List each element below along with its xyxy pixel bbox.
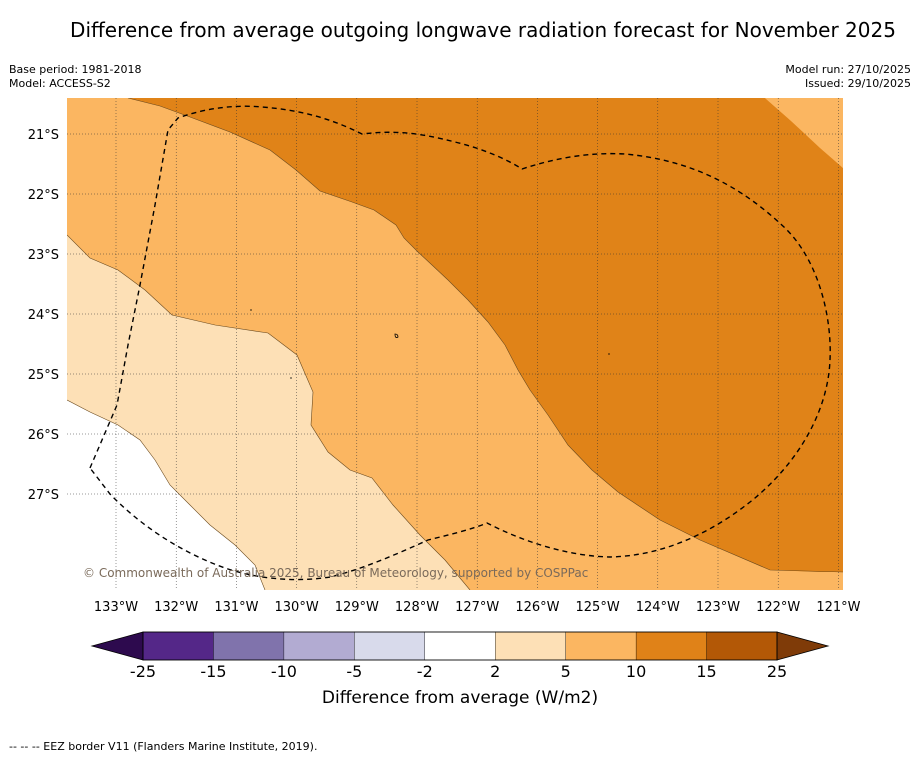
latitude-label: 21°S	[28, 128, 59, 143]
colorbar-tick-label: 25	[767, 662, 787, 681]
latitude-label: 22°S	[28, 188, 59, 203]
colorbar-low-extend	[90, 631, 144, 661]
colorbar-label: Difference from average (W/m2)	[322, 688, 598, 708]
longitude-label: 131°W	[214, 600, 258, 615]
colorbar-ticks: -25 -15 -10 -5 -2 2 5 10 15 25	[130, 662, 787, 681]
longitude-label: 130°W	[275, 600, 319, 615]
longitude-label: 132°W	[154, 600, 198, 615]
colorbar-box	[213, 631, 285, 661]
map-panel	[67, 98, 843, 590]
contour-lines	[67, 98, 843, 590]
chart-title: Difference from average outgoing longwav…	[70, 18, 896, 42]
colorbar-tick-label: -5	[346, 662, 362, 681]
latitude-label: 25°S	[28, 368, 59, 383]
base-period: Base period: 1981-2018	[9, 63, 142, 76]
longitude-labels: 133°W 132°W 131°W 130°W 129°W 128°W 127°W 126°W…	[94, 600, 861, 615]
colorbar-boxes	[142, 631, 778, 661]
copyright-text: © Commonwealth of Australia 2025, Bureau…	[83, 566, 588, 580]
longitude-label: 123°W	[696, 600, 740, 615]
longitude-label: 128°W	[395, 600, 439, 615]
colorbar-tick-label: 5	[561, 662, 571, 681]
region-edge-2-to-5	[67, 352, 72, 362]
model-name: Model: ACCESS-S2	[9, 77, 111, 90]
longitude-label: 122°W	[756, 600, 800, 615]
colorbar-tick-label: -15	[200, 662, 226, 681]
colorbar-box	[635, 631, 708, 661]
meta-left: Base period: 1981-2018 Model: ACCESS-S2	[9, 63, 141, 91]
longitude-label: 129°W	[335, 600, 379, 615]
colorbar-tick-label: -10	[271, 662, 297, 681]
colorbar-frame	[142, 631, 778, 661]
model-run: Model run: 27/10/2025	[785, 63, 911, 76]
colorbar-box	[283, 631, 356, 661]
colorbar-tick-label: -2	[417, 662, 433, 681]
colorbar-tick-label: -25	[130, 662, 156, 681]
region-above-15-right	[765, 98, 843, 168]
colorbar-tick-label: 2	[490, 662, 500, 681]
latitude-label: 23°S	[28, 248, 59, 263]
longitude-label: 121°W	[816, 600, 860, 615]
colorbar-box	[706, 631, 778, 661]
longitude-label: 125°W	[576, 600, 620, 615]
longitude-label: 133°W	[94, 600, 138, 615]
latitude-label: 27°S	[28, 488, 59, 503]
region-minus2-to-2	[67, 400, 265, 590]
issued-date: Issued: 29/10/2025	[804, 77, 911, 90]
footer-note: -- -- -- EEZ border V11 (Flanders Marine…	[9, 740, 318, 753]
colorbar-box	[495, 631, 567, 661]
latitude-labels: 21°S 22°S 23°S 24°S 25°S 26°S 27°S	[28, 128, 59, 503]
longitude-label: 127°W	[455, 600, 499, 615]
colorbar-tick-label: 15	[696, 662, 716, 681]
gridlines	[67, 98, 843, 590]
colorbar: -25 -15 -10 -5 -2 2 5 10 15 25 Difference from av…	[90, 631, 830, 708]
meta-right: Model run: 27/10/2025 Issued: 29/10/2025	[785, 63, 911, 91]
longitude-label: 126°W	[515, 600, 559, 615]
colorbar-tick-label: 10	[626, 662, 646, 681]
colorbar-high-extend	[776, 631, 830, 661]
coastline-specks	[250, 309, 610, 379]
colorbar-box	[354, 631, 426, 661]
colorbar-box	[565, 631, 637, 661]
latitude-label: 24°S	[28, 308, 59, 323]
region-10-to-15	[128, 98, 843, 572]
colorbar-box	[142, 631, 215, 661]
latitude-label: 26°S	[28, 428, 59, 443]
longitude-label: 124°W	[636, 600, 680, 615]
colorbar-box	[424, 631, 496, 661]
